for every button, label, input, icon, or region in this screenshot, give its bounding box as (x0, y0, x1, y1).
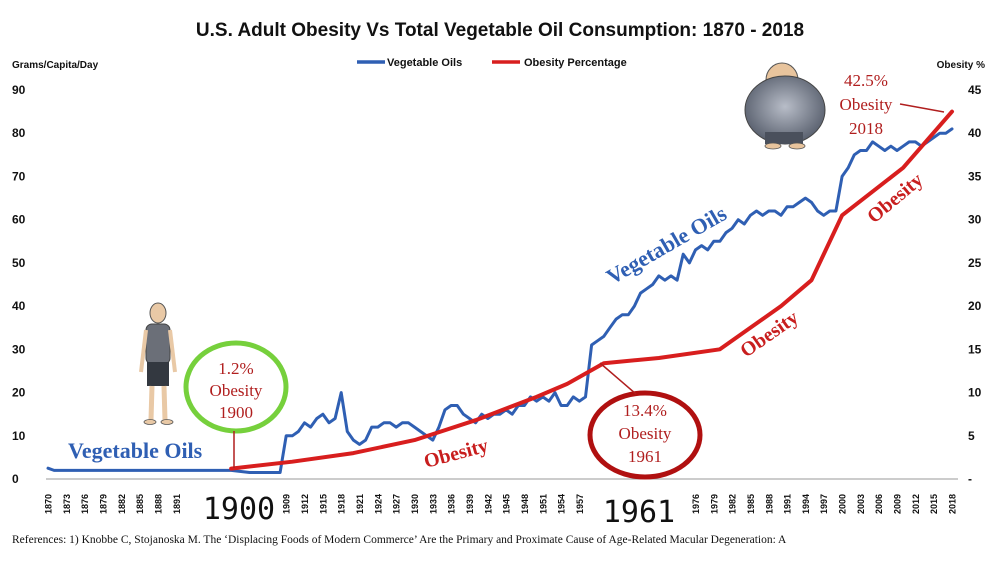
series-line-obesity (229, 109, 954, 471)
annotation-1900-line2: Obesity (210, 381, 263, 400)
x-tick-label: 1927 (392, 494, 402, 514)
x-tick-label: 1888 (153, 494, 163, 514)
x-tick-label: 1979 (709, 494, 719, 514)
x-tick-label: 1936 (447, 494, 457, 514)
big-year-1961-box: 1961 (596, 490, 682, 530)
big-year-1900: 1900 (203, 492, 275, 527)
y-right-tick-label: 15 (968, 342, 982, 356)
x-tick-label: 1918 (337, 494, 347, 514)
y-left-tick-label: 70 (12, 169, 26, 183)
x-tick-label: 1873 (62, 494, 72, 514)
x-tick-label: 1879 (98, 494, 108, 514)
annotation-2018-line2: Obesity (840, 95, 893, 114)
x-tick-label: 2009 (893, 494, 903, 514)
y-axis-right-label: Obesity % (937, 60, 985, 71)
x-tick-label: 1945 (502, 494, 512, 514)
x-tick-label: 1933 (428, 494, 438, 514)
x-tick-label: 2000 (838, 494, 848, 514)
x-tick-label: 1876 (80, 494, 90, 514)
y-right-tick-label: 25 (968, 256, 982, 270)
y-right-tick-label: - (968, 472, 972, 486)
annotation-1961-line2: Obesity (619, 424, 672, 443)
y-right-tick-label: 10 (968, 386, 982, 400)
references-text: References: 1) Knobbe C, Stojanoska M. T… (12, 534, 787, 546)
legend-label-obesity: Obesity Percentage (524, 57, 627, 69)
x-tick-label: 1939 (465, 494, 475, 514)
y-left-tick-label: 80 (12, 126, 26, 140)
y-right-tick-label: 20 (968, 299, 982, 313)
x-tick-label: 1991 (783, 494, 793, 514)
x-tick-label: 1957 (575, 494, 585, 514)
x-axis-ticks: 1870 1873 1876 1879 1882 1885 1888 1891 1909 1912… (44, 494, 958, 514)
y-left-tick-label: 20 (12, 386, 26, 400)
x-tick-label: 1885 (135, 494, 145, 514)
x-tick-label: 2015 (929, 494, 939, 514)
y-left-tick-label: 0 (12, 472, 19, 486)
y-right-tick-label: 30 (968, 213, 982, 227)
x-tick-label: 1921 (355, 494, 365, 514)
annotation-1900-line3: 1900 (219, 403, 253, 422)
slim-man-illustration (139, 302, 177, 425)
annotation-2018-line1: 42.5% (844, 71, 888, 90)
series-layer (46, 109, 954, 474)
x-tick-label: 1942 (483, 494, 493, 514)
y-right-tick-label: 35 (968, 169, 982, 183)
legend-label-vegetable-oils: Vegetable Oils (387, 57, 462, 69)
x-tick-label: 1930 (410, 494, 420, 514)
series-line-vegetable-oils (46, 127, 954, 474)
x-tick-label: 1985 (746, 494, 756, 514)
y-right-tick-label: 45 (968, 83, 982, 97)
x-tick-label: 1891 (172, 494, 182, 514)
y-axis-right-ticks: - 5 10 15 20 25 30 35 40 45 (968, 83, 982, 486)
y-axis-left-label: Grams/Capita/Day (12, 60, 99, 71)
y-left-tick-label: 90 (12, 83, 26, 97)
annotation-1961-line1: 13.4% (623, 401, 667, 420)
x-tick-label: 2012 (911, 494, 921, 514)
annotation-obesity-2018: 42.5% Obesity 2018 (840, 71, 945, 138)
annotation-2018-line3: 2018 (849, 119, 883, 138)
y-left-tick-label: 10 (12, 429, 26, 443)
y-left-tick-label: 50 (12, 256, 26, 270)
x-tick-label: 1915 (318, 494, 328, 514)
x-tick-label: 1951 (538, 494, 548, 514)
y-right-tick-label: 5 (968, 429, 975, 443)
x-tick-label: 2018 (948, 494, 958, 514)
x-tick-label: 2003 (856, 494, 866, 514)
x-tick-label: 1982 (728, 494, 738, 514)
annotation-1961-line3: 1961 (628, 447, 662, 466)
chart-title: U.S. Adult Obesity Vs Total Vegetable Oi… (196, 20, 804, 41)
y-left-tick-label: 60 (12, 213, 26, 227)
x-tick-label: 1870 (44, 494, 54, 514)
y-axis-left-ticks: 0 10 20 30 40 50 60 70 80 90 (12, 83, 26, 486)
y-left-tick-label: 40 (12, 299, 26, 313)
x-tick-label: 1976 (691, 494, 701, 514)
x-tick-label: 2006 (874, 494, 884, 514)
x-tick-label: 1948 (520, 494, 530, 514)
legend: Vegetable Oils Obesity Percentage (357, 57, 627, 69)
x-tick-label: 1909 (282, 494, 292, 514)
label-vegetable-oils-low: Vegetable Oils (68, 438, 203, 463)
label-obesity-3: Obesity (863, 169, 927, 228)
annotation-obesity-1961: 13.4% Obesity 1961 (587, 362, 703, 480)
y-left-tick-label: 30 (12, 342, 26, 356)
x-tick-label: 1924 (373, 494, 383, 514)
big-year-1900-box: 1900 (196, 488, 282, 527)
x-tick-label: 1954 (557, 494, 567, 514)
x-tick-label: 1912 (300, 494, 310, 514)
y-right-tick-label: 40 (968, 126, 982, 140)
x-tick-label: 1997 (819, 494, 829, 514)
obese-man-illustration (744, 62, 826, 150)
annotation-obesity-1900: 1.2% Obesity 1900 (183, 340, 289, 468)
annotation-1900-line1: 1.2% (218, 359, 253, 378)
x-tick-label: 1988 (764, 494, 774, 514)
x-tick-label: 1882 (117, 494, 127, 514)
x-tick-label: 1994 (801, 494, 811, 514)
big-year-1961: 1961 (603, 495, 675, 530)
